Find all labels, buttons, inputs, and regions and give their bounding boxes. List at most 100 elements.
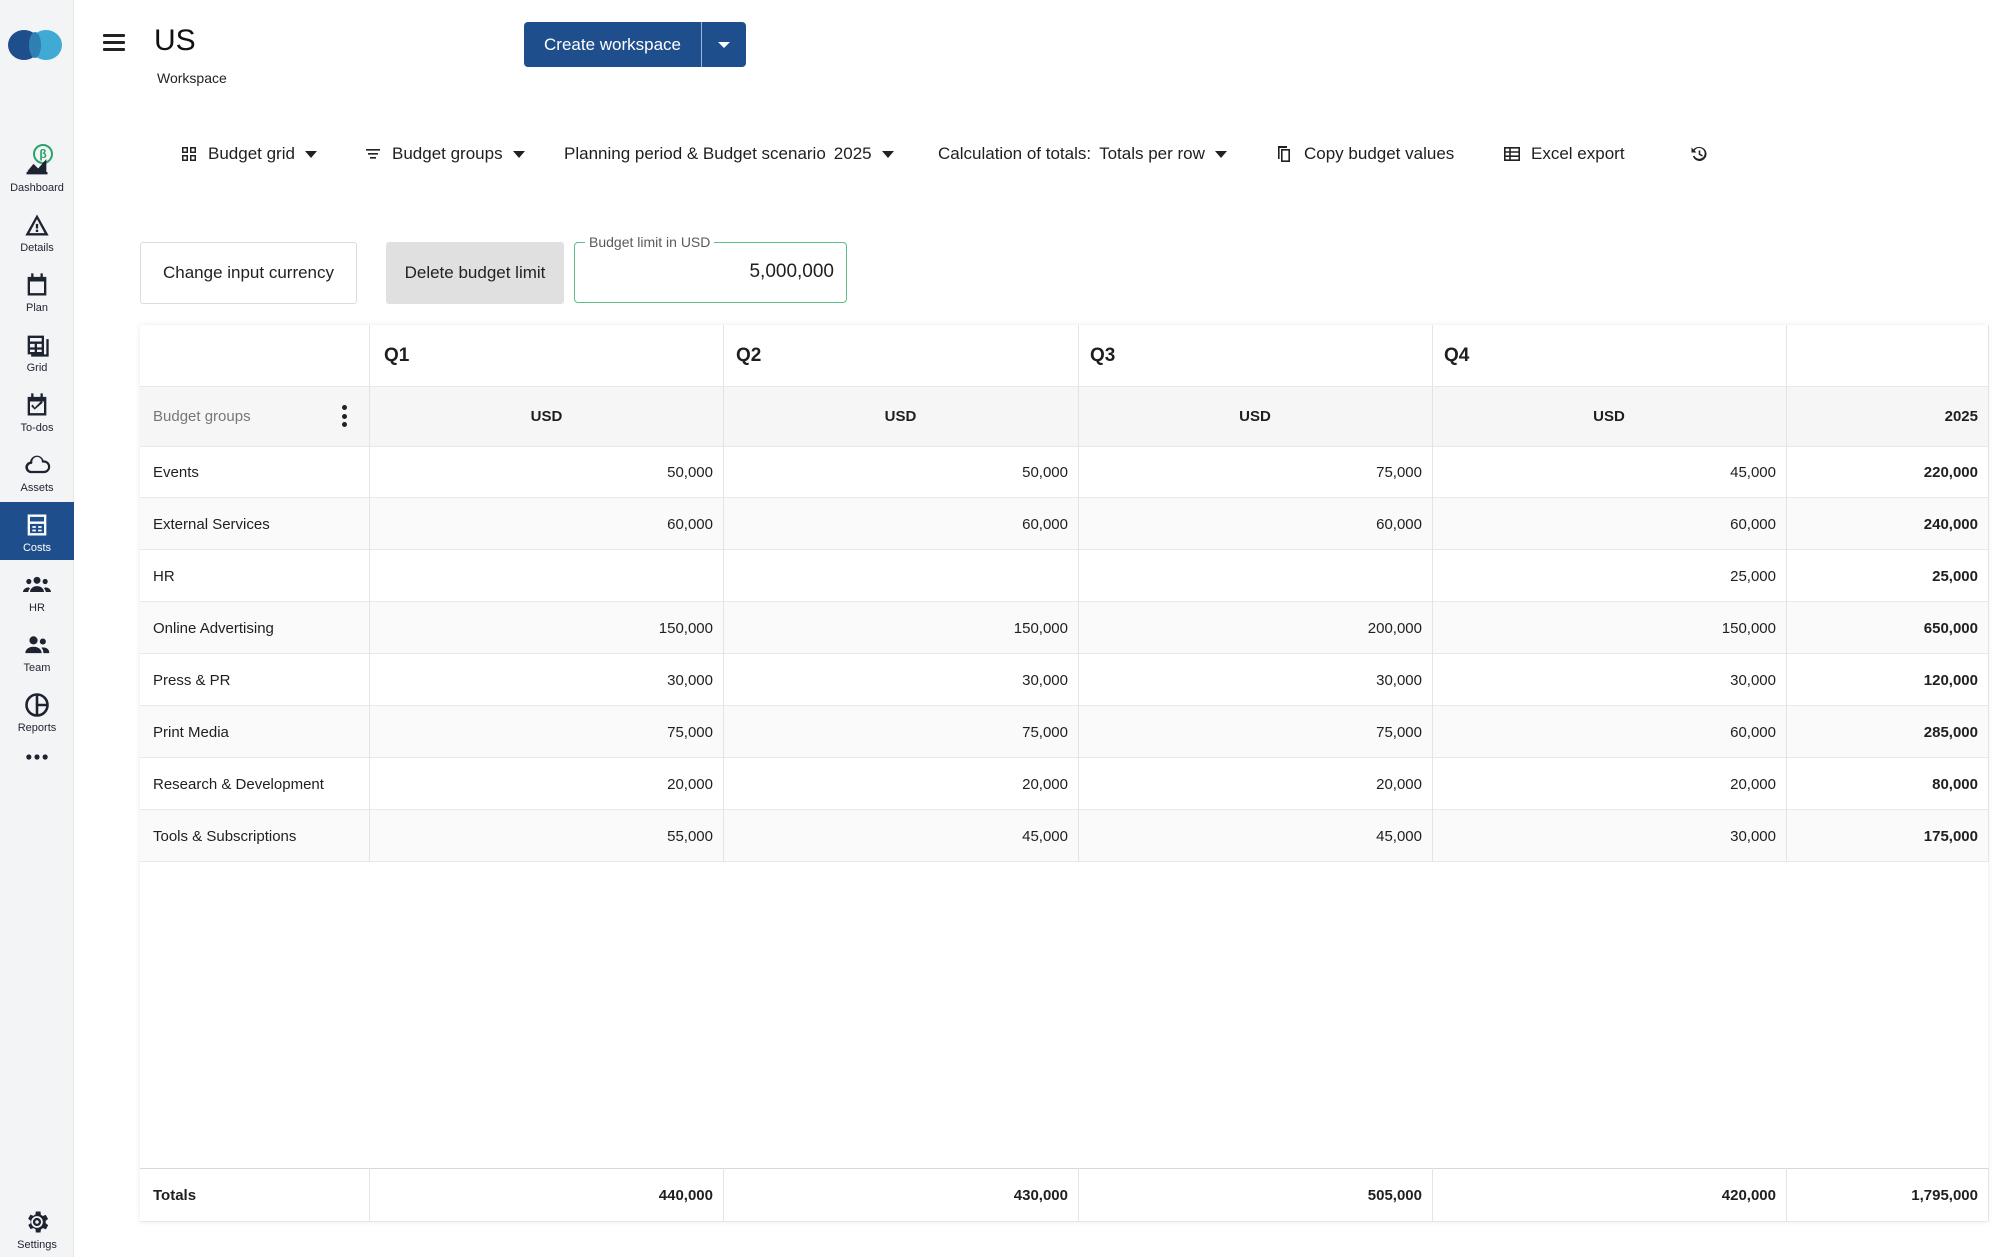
copy-budget-values-button[interactable]: Copy budget values bbox=[1276, 136, 1454, 172]
value-cell-q2[interactable]: 45,000 bbox=[1022, 827, 1068, 845]
value-cell-q1[interactable]: 30,000 bbox=[667, 671, 713, 689]
sidebar-item-label: To-dos bbox=[20, 422, 54, 434]
value-cell-q2[interactable]: 20,000 bbox=[1022, 775, 1068, 793]
value-cell-q4[interactable]: 60,000 bbox=[1730, 515, 1776, 533]
table-row: Research & Development 20,000 20,000 20,000… bbox=[140, 758, 1988, 810]
sidebar-item-settings[interactable]: Settings bbox=[0, 1199, 74, 1257]
value-cell-q1[interactable]: 60,000 bbox=[667, 515, 713, 533]
value-cell-q2[interactable] bbox=[723, 550, 1078, 602]
row-label: Research & Development bbox=[153, 775, 324, 793]
value-cell-q1[interactable] bbox=[370, 550, 723, 602]
sidebar-item-label: Costs bbox=[22, 542, 52, 554]
chevron-down-icon bbox=[718, 41, 731, 48]
value-cell-q1[interactable]: 150,000 bbox=[658, 619, 713, 637]
beta-badge: β bbox=[33, 144, 53, 164]
sidebar-item-costs[interactable]: Costs bbox=[0, 502, 74, 560]
budget-groups-dropdown[interactable]: Budget groups bbox=[364, 136, 525, 172]
app-logo-icon[interactable] bbox=[7, 26, 63, 64]
value-cell-q4[interactable]: 45,000 bbox=[1730, 463, 1776, 481]
sidebar-item-reports[interactable]: Reports bbox=[0, 682, 74, 740]
table-row: Press & PR 30,000 30,000 30,000 30,000 120,00… bbox=[140, 654, 1988, 706]
sidebar-item-hr[interactable]: HR bbox=[0, 562, 74, 620]
sidebar: β Dashboard Details Plan Grid To-dos Ass… bbox=[0, 0, 74, 1257]
budget-grid-label: Budget grid bbox=[208, 144, 295, 163]
copy-icon bbox=[1278, 146, 1290, 162]
planning-period-dropdown[interactable]: Planning period & Budget scenario 2025 bbox=[564, 136, 894, 172]
sidebar-item-todos[interactable]: To-dos bbox=[0, 382, 74, 440]
delete-budget-limit-button[interactable]: Delete budget limit bbox=[386, 242, 564, 304]
quarter-header-q3: Q3 bbox=[1090, 344, 1116, 366]
total-q4: 420,000 bbox=[1721, 1186, 1776, 1204]
value-cell-q4[interactable]: 60,000 bbox=[1730, 723, 1776, 741]
row-label: Tools & Subscriptions bbox=[153, 827, 297, 845]
currency-header-q1: USD bbox=[530, 407, 563, 425]
value-cell-q3[interactable]: 30,000 bbox=[1376, 671, 1422, 689]
create-workspace-dropdown-button[interactable] bbox=[702, 22, 746, 67]
total-q3: 505,000 bbox=[1367, 1186, 1422, 1204]
sidebar-item-grid[interactable]: Grid bbox=[0, 322, 74, 380]
value-cell-q4[interactable]: 25,000 bbox=[1730, 567, 1776, 585]
calculation-totals-value: Totals per row bbox=[1099, 144, 1205, 163]
value-cell-q1[interactable]: 50,000 bbox=[667, 463, 713, 481]
subheader-row bbox=[140, 386, 1988, 446]
value-cell-q3[interactable]: 60,000 bbox=[1376, 515, 1422, 533]
budget-limit-input[interactable] bbox=[594, 261, 834, 283]
calculation-totals-dropdown[interactable]: Calculation of totals: Totals per row bbox=[938, 136, 1227, 172]
value-cell-q2[interactable]: 50,000 bbox=[1022, 463, 1068, 481]
row-label: Press & PR bbox=[153, 671, 231, 689]
row-label: External Services bbox=[153, 515, 270, 533]
value-cell-q3[interactable]: 75,000 bbox=[1376, 723, 1422, 741]
history-button[interactable] bbox=[1690, 136, 1718, 172]
quarter-header-q1: Q1 bbox=[384, 344, 410, 366]
value-cell-q3[interactable]: 200,000 bbox=[1367, 619, 1422, 637]
calendar-icon bbox=[27, 273, 47, 296]
value-cell-q4[interactable]: 30,000 bbox=[1730, 671, 1776, 689]
more-vertical-icon[interactable] bbox=[341, 405, 347, 427]
value-cell-q2[interactable]: 75,000 bbox=[1022, 723, 1068, 741]
row-label: Events bbox=[153, 463, 199, 481]
row-total-cell: 240,000 bbox=[1923, 515, 1978, 533]
grid-view-icon bbox=[182, 147, 196, 161]
value-cell-q3[interactable]: 75,000 bbox=[1376, 463, 1422, 481]
value-cell-q4[interactable]: 150,000 bbox=[1721, 619, 1776, 637]
value-cell-q4[interactable]: 30,000 bbox=[1730, 827, 1776, 845]
value-cell-q1[interactable]: 55,000 bbox=[667, 827, 713, 845]
value-cell-q2[interactable]: 30,000 bbox=[1022, 671, 1068, 689]
hr-icon bbox=[23, 576, 51, 592]
workspace-subtitle: Workspace bbox=[157, 70, 227, 86]
quarter-header-q4: Q4 bbox=[1444, 344, 1470, 366]
value-cell-q1[interactable]: 20,000 bbox=[667, 775, 713, 793]
row-total-cell: 175,000 bbox=[1923, 827, 1978, 845]
value-cell-q1[interactable]: 75,000 bbox=[667, 723, 713, 741]
value-cell-q3[interactable]: 45,000 bbox=[1376, 827, 1422, 845]
history-icon bbox=[1691, 146, 1707, 161]
create-workspace-button-group: Create workspace bbox=[524, 22, 747, 67]
budget-grid-dropdown[interactable]: Budget grid bbox=[180, 136, 317, 172]
table-row: Online Advertising 150,000 150,000 200,000 1… bbox=[140, 602, 1988, 654]
excel-export-button[interactable]: Excel export bbox=[1503, 136, 1625, 172]
more-menu[interactable] bbox=[0, 740, 74, 780]
value-cell-q4[interactable]: 20,000 bbox=[1730, 775, 1776, 793]
row-total-cell: 25,000 bbox=[1932, 567, 1978, 585]
sidebar-item-dashboard[interactable]: Dashboard bbox=[0, 142, 74, 200]
year-total-column-header: 2025 bbox=[1944, 407, 1978, 425]
create-workspace-button[interactable]: Create workspace bbox=[524, 22, 703, 67]
value-cell-q2[interactable]: 60,000 bbox=[1022, 515, 1068, 533]
sidebar-item-plan[interactable]: Plan bbox=[0, 262, 74, 320]
value-cell-q2[interactable]: 150,000 bbox=[1013, 619, 1068, 637]
value-cell-q3[interactable]: 20,000 bbox=[1376, 775, 1422, 793]
sidebar-item-label: Details bbox=[20, 242, 54, 254]
gear-icon bbox=[28, 1211, 49, 1233]
sidebar-item-assets[interactable]: Assets bbox=[0, 442, 74, 500]
sidebar-item-label: Dashboard bbox=[10, 182, 64, 194]
workspace-title: US bbox=[154, 24, 196, 57]
chevron-down-icon bbox=[304, 150, 317, 158]
hamburger-menu-icon[interactable] bbox=[103, 34, 125, 54]
sidebar-item-details[interactable]: Details bbox=[0, 202, 74, 260]
budget-limit-field: Budget limit in USD bbox=[574, 234, 847, 303]
sidebar-item-team[interactable]: Team bbox=[0, 622, 74, 680]
value-cell-q3[interactable] bbox=[1078, 550, 1432, 602]
details-icon bbox=[25, 214, 49, 236]
budget-groups-label: Budget groups bbox=[392, 144, 503, 163]
change-input-currency-button[interactable]: Change input currency bbox=[140, 242, 357, 304]
